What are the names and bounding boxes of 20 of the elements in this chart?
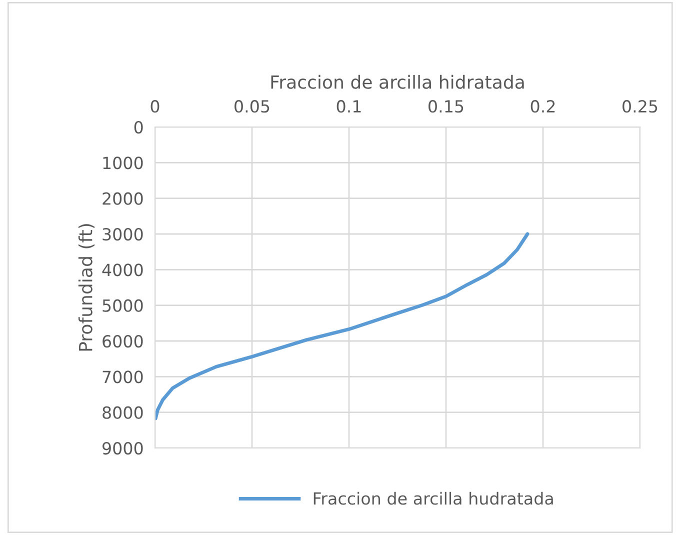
x-tick-label: 0.15 xyxy=(428,100,464,113)
y-tick-label: 2000 xyxy=(102,192,143,205)
line-series xyxy=(155,232,530,420)
y-tick-label: 9000 xyxy=(102,442,143,455)
y-tick-label: 7000 xyxy=(102,370,143,384)
x-tick-label: 0.2 xyxy=(530,100,555,113)
y-tick-label: 6000 xyxy=(102,334,143,348)
y-tick-label: 3000 xyxy=(102,228,143,241)
y-tick-label: 0 xyxy=(134,120,143,134)
y-tick-label: 8000 xyxy=(102,406,143,419)
x-tick-label: 0.1 xyxy=(336,100,361,113)
x-tick-label: 0.25 xyxy=(622,100,658,113)
y-tick-label: 1000 xyxy=(103,156,143,170)
legend-label: Fraccion de arcilla hudratada xyxy=(314,492,553,505)
x-axis-title: Fraccion de arcilla hidratada xyxy=(271,74,524,89)
x-tick-label: 0.05 xyxy=(234,100,270,113)
y-tick-label: 4000 xyxy=(102,264,143,276)
y-axis-title: Profundiad (ft) xyxy=(78,224,95,351)
x-tick-label: 0 xyxy=(150,100,160,113)
y-tick-label: 5000 xyxy=(102,299,143,312)
